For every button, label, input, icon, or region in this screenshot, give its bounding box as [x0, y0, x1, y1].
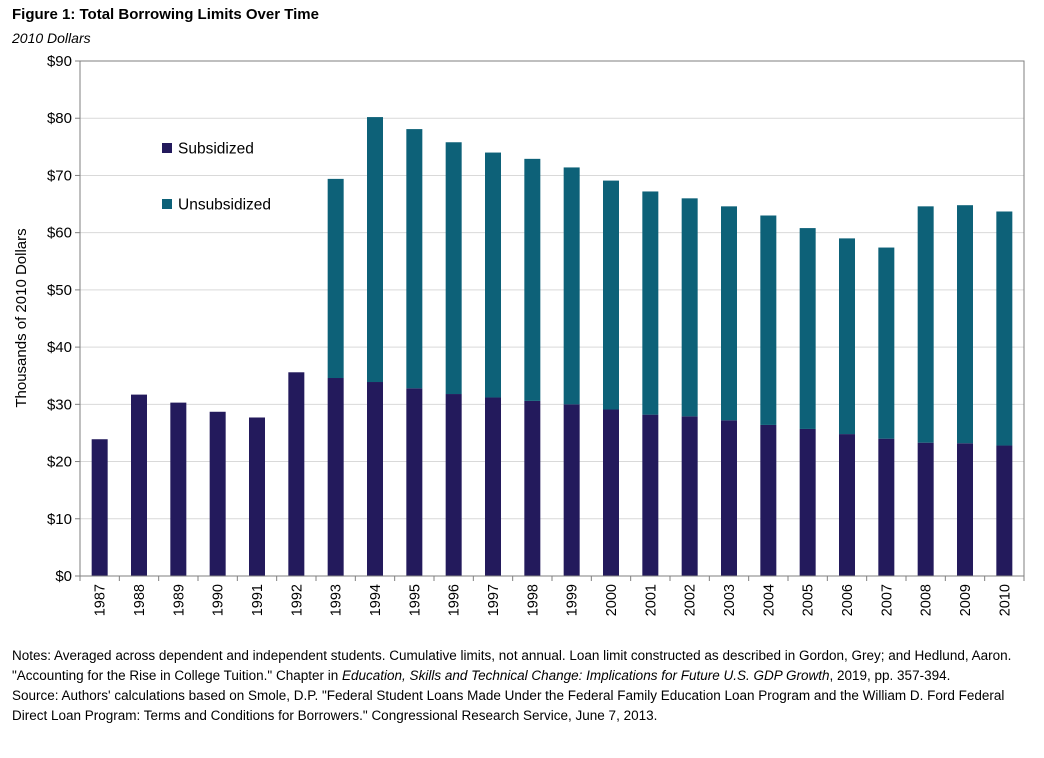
y-tick-label: $20: [47, 454, 72, 471]
y-tick-label: $40: [47, 339, 72, 356]
figure-title: Figure 1: Total Borrowing Limits Over Ti…: [12, 6, 319, 23]
y-tick-label: $30: [47, 396, 72, 413]
bar-unsubsidized-2008: [917, 206, 934, 443]
legend: Subsidized Unsubsidized: [162, 141, 271, 214]
legend-label-unsubsidized: Unsubsidized: [178, 197, 271, 214]
bar-unsubsidized-1999: [563, 167, 580, 405]
bar-subsidized-1992: [288, 372, 305, 576]
x-axis: 1987 1988 1989 1990 1991 1992 1993 1994 1995 1996…: [79, 576, 1025, 616]
x-tick-label: 1991: [250, 584, 266, 616]
x-tick-label: 1993: [329, 584, 345, 616]
bar-subsidized-2007: [878, 438, 895, 576]
bar-subsidized-2008: [917, 442, 934, 576]
source-text: Source: Authors' calculations based on S…: [12, 688, 1005, 723]
bar-unsubsidized-1996: [445, 142, 462, 395]
x-tick-label: 2001: [643, 584, 659, 616]
x-tick-label: 2004: [761, 584, 777, 616]
bar-subsidized-2000: [603, 409, 619, 576]
bar-subsidized-1997: [485, 397, 501, 576]
bar-subsidized-2010: [996, 445, 1013, 576]
bar-unsubsidized-2000: [603, 180, 619, 410]
bar-subsidized-2006: [839, 434, 855, 576]
bar-unsubsidized-1998: [524, 158, 541, 401]
x-tick-label: 1988: [132, 584, 148, 616]
x-tick-label: 1998: [525, 584, 541, 616]
x-tick-label: 1996: [447, 584, 463, 616]
bar-subsidized-2003: [721, 420, 737, 576]
x-tick-label: 2003: [722, 584, 738, 616]
bar-subsidized-1994: [367, 382, 383, 576]
y-tick-label: $0: [55, 568, 72, 585]
bar-subsidized-1988: [131, 394, 147, 576]
y-tick-label: $70: [47, 167, 72, 184]
bar-unsubsidized-2010: [996, 211, 1013, 446]
legend-swatch-subsidized: [162, 143, 172, 153]
bar-unsubsidized-1995: [406, 129, 423, 389]
y-tick-label: $60: [47, 225, 72, 242]
gridlines: [80, 117, 1024, 520]
bar-subsidized-1998: [524, 400, 541, 576]
bar-unsubsidized-1997: [485, 152, 501, 398]
x-tick-label: 2005: [801, 584, 817, 616]
bar-subsidized-1990: [209, 411, 226, 576]
x-tick-label: 1992: [289, 584, 305, 616]
bar-subsidized-1995: [406, 388, 423, 576]
bar-subsidized-2009: [957, 443, 973, 576]
bar-subsidized-1996: [445, 394, 462, 576]
bar-chart: $0$10$20$30$40$50$60$70$80$90 1987 1988 19…: [13, 53, 1025, 616]
bar-subsidized-2002: [681, 416, 698, 576]
bar-unsubsidized-1994: [367, 117, 383, 383]
bar-unsubsidized-2002: [681, 198, 698, 417]
bar-unsubsidized-2004: [760, 215, 777, 425]
bar-unsubsidized-2005: [799, 228, 816, 429]
x-tick-label: 1995: [407, 584, 423, 616]
x-tick-label: 1997: [486, 584, 502, 616]
y-tick-label: $90: [47, 53, 72, 70]
x-tick-label: 2002: [683, 584, 699, 616]
bar-subsidized-2001: [642, 414, 659, 576]
bar-subsidized-1993: [327, 378, 344, 576]
x-tick-label: 1989: [171, 584, 187, 616]
notes: Notes: Averaged across dependent and ind…: [12, 646, 1032, 726]
x-tick-label: 2009: [958, 584, 974, 616]
bar-subsidized-2004: [760, 424, 777, 576]
x-tick-label: 2006: [840, 584, 856, 616]
x-tick-label: 2000: [604, 584, 620, 616]
legend-swatch-unsubsidized: [162, 199, 172, 209]
figure-subtitle: 2010 Dollars: [12, 30, 91, 46]
bar-subsidized-1989: [170, 402, 187, 576]
bar-unsubsidized-2006: [839, 238, 855, 435]
y-tick-label: $50: [47, 282, 72, 299]
bar-unsubsidized-1993: [327, 178, 344, 379]
bar-subsidized-1999: [563, 404, 580, 576]
y-axis-label: Thousands of 2010 Dollars: [13, 228, 30, 407]
notes-text: Notes: Averaged across dependent and ind…: [12, 648, 1012, 683]
x-tick-label: 2008: [919, 584, 935, 616]
bar-unsubsidized-2003: [721, 206, 737, 421]
bar-unsubsidized-2007: [878, 247, 895, 439]
x-tick-label: 2010: [997, 584, 1013, 616]
bar-unsubsidized-2001: [642, 191, 659, 415]
y-axis: $0 $10 $20 $30 $40 $50 $60 $70 $80 $90: [47, 53, 80, 585]
bar-subsidized-2005: [799, 428, 816, 576]
bar-unsubsidized-2009: [957, 205, 973, 444]
bars: [91, 117, 1013, 576]
x-tick-label: 1994: [368, 584, 384, 616]
x-tick-label: 1990: [211, 584, 227, 616]
y-tick-label: $80: [47, 110, 72, 127]
x-tick-label: 1987: [93, 584, 109, 616]
y-tick-label: $10: [47, 511, 72, 528]
x-tick-label: 1999: [565, 584, 581, 616]
bar-subsidized-1987: [91, 439, 108, 576]
legend-label-subsidized: Subsidized: [178, 141, 254, 158]
bar-subsidized-1991: [249, 417, 265, 576]
x-tick-label: 2007: [879, 584, 895, 616]
